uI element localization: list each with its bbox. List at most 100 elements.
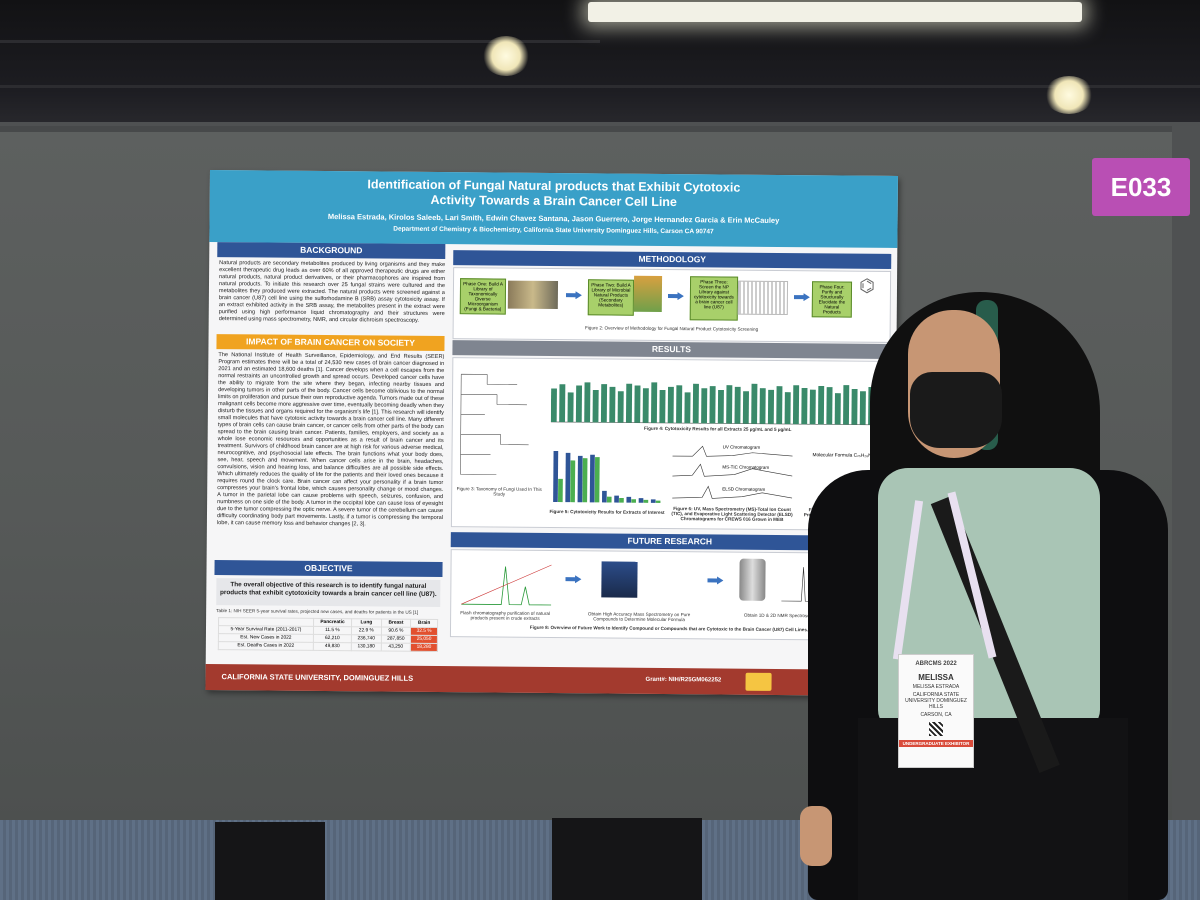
figure-4-bar	[851, 388, 858, 425]
badge-first-name: MELISSA	[918, 673, 954, 682]
impact-text: The National Institute of Health Surveil…	[216, 352, 445, 528]
figure-4-bar	[550, 388, 557, 423]
figure-4-bar	[734, 386, 741, 424]
ceiling-light-strip	[588, 2, 1082, 22]
figure-4-caption: Figure 4: Cytotoxicity Results for all E…	[644, 425, 792, 433]
figure-4-bar	[692, 383, 699, 424]
future-caption: Flash chromatography purification of nat…	[460, 610, 550, 621]
figure-5-bar	[650, 499, 656, 503]
badge-event: ABRCMS 2022	[915, 661, 957, 667]
section-background-heading: BACKGROUND	[217, 242, 446, 260]
figure-5-bar	[553, 450, 559, 503]
footer-grant: Grant#: NIH/R25GM062252	[645, 676, 722, 684]
badge-location: CARSON, CA	[920, 712, 952, 718]
figure-5-bar	[655, 500, 661, 503]
figure-4-bar	[809, 389, 816, 425]
table-row: Est. Deaths Cases in 2022 49,830 130,180…	[218, 641, 438, 652]
table-cell: 32.5 %	[410, 627, 438, 636]
ceiling-spotlight	[482, 36, 530, 76]
survival-table-wrapper: Pancreatic Lung Breast Brain 5-Year Surv…	[218, 617, 438, 652]
figure-5-bar	[606, 496, 612, 503]
figure-5-bar	[643, 499, 649, 503]
poster-authors: Melissa Estrada, Kirolos Saleeb, Lari Sm…	[327, 212, 780, 225]
figure-4-bar	[726, 385, 733, 424]
section-results-heading: RESULTS	[452, 340, 891, 359]
figure-6-caption: Figure 6: UV, Mass Spectrometry (MS)-Tot…	[671, 506, 793, 523]
figure-4-bar	[818, 385, 825, 425]
methodology-step: Phase One: Build A Library of Taxonomica…	[459, 278, 507, 315]
figure-4-bar	[651, 382, 658, 423]
methodology-panel: Phase One: Build A Library of Taxonomica…	[452, 267, 892, 343]
badge-institution: CALIFORNIA STATE UNIVERSITY DOMINGUEZ HI…	[905, 692, 967, 710]
figure-4-bar	[776, 386, 783, 425]
ceiling-beam	[0, 40, 600, 43]
section-objective-heading: OBJECTIVE	[214, 560, 443, 578]
section-methodology-heading: METHODOLOGY	[453, 250, 892, 269]
figure-4-bar	[742, 391, 749, 424]
figure-3-caption: Figure 3: Taxonomy of Fungi Used In This…	[456, 486, 542, 497]
fungi-photos	[507, 280, 559, 310]
arrow-icon	[707, 576, 723, 584]
results-panel: Figure 3: Taxonomy of Fungi Used In This…	[450, 357, 891, 531]
figure-5-bar	[589, 454, 595, 503]
figure-4-bar	[609, 386, 616, 423]
poster-title: Identification of Fungal Natural product…	[210, 176, 898, 212]
arrow-icon	[565, 575, 581, 583]
figure-4-bar	[625, 383, 633, 423]
table-header-cell: Lung	[351, 618, 382, 628]
poster-department: Department of Chemistry & Biochemistry, …	[393, 225, 714, 236]
table-cell: Est. Deaths Cases in 2022	[218, 641, 314, 651]
figure-5-bar	[570, 460, 576, 503]
elsd-chromatogram-label: ELSD Chromatogram	[722, 486, 766, 492]
figure-5-bar	[558, 478, 563, 503]
arrow-icon	[794, 293, 810, 301]
table-caption: Table 1: NIH SEER 5-year survival rates,…	[216, 608, 419, 615]
figure-4-bar	[642, 388, 649, 423]
badge-role: UNDERGRADUATE EXHIBITOR	[899, 740, 973, 747]
chromatogram-plot	[672, 445, 793, 499]
figure-4-bar	[784, 392, 791, 425]
figure-5-bar	[602, 490, 607, 503]
figure-4-bar	[667, 386, 674, 424]
research-poster: Identification of Fungal Natural product…	[205, 170, 898, 696]
survival-table: Pancreatic Lung Breast Brain 5-Year Surv…	[218, 617, 438, 652]
ms-chromatogram-label: MS-TIC Chromatogram	[722, 464, 770, 470]
person-legs-background	[552, 818, 702, 900]
figure-4-bar	[659, 389, 666, 423]
methodology-step: Phase Three: Screen the NP Library again…	[689, 276, 739, 321]
figure-4-bar	[701, 388, 708, 424]
figure-5-bar-chart	[553, 450, 661, 503]
figure-4-bar	[567, 392, 574, 423]
figure-4-bar	[767, 389, 775, 424]
figure-4-bar	[751, 383, 758, 424]
table-cell: 43,250	[380, 643, 411, 652]
future-caption: Obtain High Accuracy Mass Spectrometry o…	[587, 611, 691, 623]
badge-full-name: MELISSA ESTRADA	[912, 684, 960, 690]
figure-4-bar	[834, 393, 841, 425]
face-mask	[910, 372, 1002, 448]
figure-4-bar	[801, 387, 808, 425]
footer-university: CALIFORNIA STATE UNIVERSITY, DOMINGUEZ H…	[221, 672, 414, 683]
figure-4-bar	[634, 385, 641, 423]
table-header-cell: Brain	[410, 619, 438, 628]
table-cell: 18,280	[410, 643, 438, 652]
figure-4-bar	[559, 384, 566, 423]
uv-chromatogram-label: UV Chromatogram	[722, 444, 761, 450]
extract-flasks-image	[633, 275, 663, 312]
objective-text: The overall objective of this research i…	[216, 578, 441, 608]
table-cell: 22.9 %	[351, 626, 382, 636]
figure-4-bar	[575, 385, 583, 423]
taxonomy-tree	[460, 373, 529, 475]
figure-5-bar	[626, 496, 632, 503]
figure-5-bar	[619, 497, 624, 503]
figure-5-bar	[594, 457, 600, 503]
ceiling-spotlight	[1044, 76, 1094, 114]
section-impact-heading: IMPACT OF BRAIN CANCER ON SOCIETY	[216, 334, 445, 352]
rise-logo	[745, 672, 772, 691]
figure-5-bar	[577, 455, 583, 503]
arrow-icon	[566, 291, 582, 299]
flash-chromatogram	[461, 564, 552, 606]
figure-4-bar	[600, 384, 608, 423]
figure-4-bar	[584, 382, 591, 423]
methodology-step: Phase Two: Build A Library of Microbial …	[587, 279, 635, 316]
